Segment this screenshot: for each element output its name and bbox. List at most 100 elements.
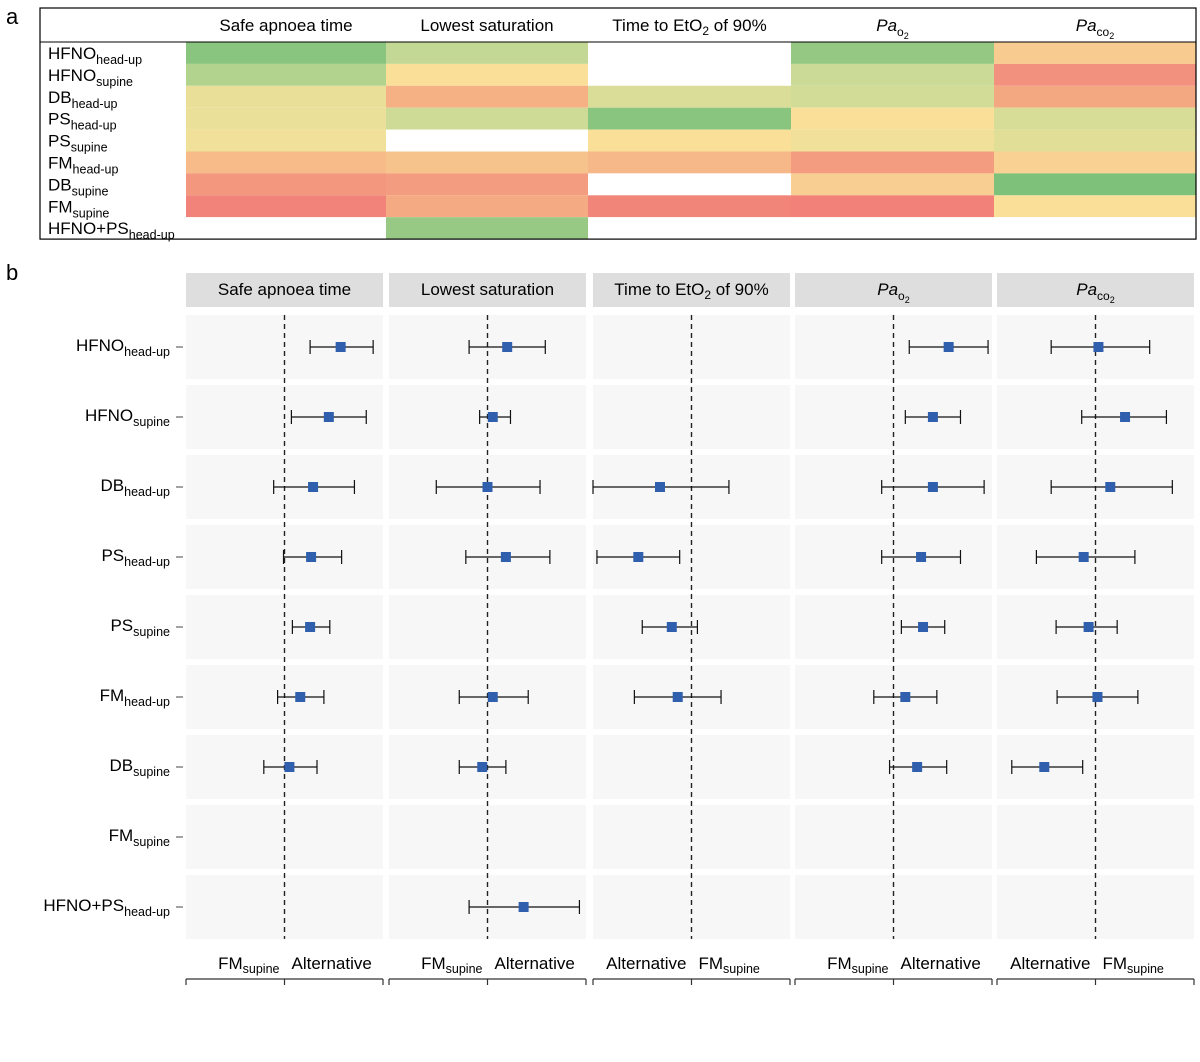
table-cell-ps-head-up-paco2	[994, 107, 1196, 130]
point-estimate-marker	[295, 692, 306, 702]
row-label-fm-supine: FMsupine	[109, 826, 170, 849]
table-cell-ps-head-up-time-to-eto2-of-90	[588, 107, 791, 130]
point-estimate-marker	[518, 902, 529, 912]
table-header-safe-apnoea-time: Safe apnoea time	[219, 16, 352, 35]
row-label-fm-head-up: FMhead-up	[100, 686, 170, 709]
table-cell-ps-supine-time-to-eto2-of-90	[588, 129, 791, 152]
table-cell-hfno-supine-time-to-eto2-of-90	[588, 63, 791, 86]
table-cell-hfno-supine-safe-apnoea-time	[186, 63, 386, 86]
table-cell-hfno-supine-lowest-saturation	[386, 63, 588, 86]
forest-plot: HFNOhead-up HFNOsupine DBhead-up PShead-up P…	[43, 273, 1195, 985]
point-estimate-marker	[918, 622, 929, 632]
favours-left-label: Alternative	[606, 954, 686, 973]
table-cell-fm-head-up-time-to-eto2-of-90	[588, 151, 791, 174]
table-cell-hfno-ps-head-up-lowest-saturation	[386, 217, 588, 240]
table-cell-fm-supine-safe-apnoea-time	[186, 195, 386, 218]
point-estimate-marker	[927, 412, 938, 422]
rank-heatmap-table: Safe apnoea time Lowest saturation Time to…	[39, 7, 1197, 242]
table-cell-fm-head-up-pao2	[791, 151, 994, 174]
table-row-label-ps-head-up: PShead-up	[48, 110, 117, 133]
row-label-db-supine: DBsupine	[110, 756, 171, 779]
facet-strip-pao2	[795, 273, 992, 307]
table-cell-hfno-head-up-pao2	[791, 42, 994, 64]
table-cell-db-supine-lowest-saturation	[386, 173, 588, 196]
point-estimate-marker	[1093, 342, 1104, 352]
table-cell-ps-head-up-pao2	[791, 107, 994, 130]
point-estimate-marker	[912, 762, 923, 772]
table-cell-hfno-supine-paco2	[994, 63, 1196, 86]
table-row-label-db-head-up: DBhead-up	[48, 88, 118, 111]
point-estimate-marker	[323, 412, 334, 422]
table-cell-hfno-ps-head-up-pao2	[791, 217, 994, 240]
point-estimate-marker	[1105, 482, 1116, 492]
table-cell-db-supine-time-to-eto2-of-90	[588, 173, 791, 196]
point-estimate-marker	[1078, 552, 1089, 562]
table-row-label-hfno-head-up: HFNOhead-up	[48, 44, 142, 67]
table-cell-db-supine-safe-apnoea-time	[186, 173, 386, 196]
table-header-time-to-eto2-of-90: Time to EtO2 of 90%	[612, 16, 766, 38]
point-estimate-marker	[487, 692, 498, 702]
table-cell-db-supine-paco2	[994, 173, 1196, 196]
table-cell-hfno-ps-head-up-paco2	[994, 217, 1196, 240]
table-cell-hfno-head-up-lowest-saturation	[386, 42, 588, 64]
table-row-label-db-supine: DBsupine	[48, 175, 109, 198]
table-row-label-ps-supine: PSsupine	[48, 132, 108, 155]
table-cell-fm-head-up-paco2	[994, 151, 1196, 174]
table-cell-fm-supine-lowest-saturation	[386, 195, 588, 218]
facet-title-safe-apnoea-time: Safe apnoea time	[218, 280, 351, 299]
point-estimate-marker	[927, 482, 938, 492]
panel-b-label: b	[6, 260, 18, 285]
favours-right-label: Alternative	[901, 954, 981, 973]
table-cell-db-head-up-lowest-saturation	[386, 85, 588, 108]
table-cell-ps-head-up-lowest-saturation	[386, 107, 588, 130]
facet-strip-safe-apnoea-time	[186, 273, 383, 307]
point-estimate-marker	[633, 552, 644, 562]
table-cell-fm-supine-pao2	[791, 195, 994, 218]
table-cell-db-head-up-pao2	[791, 85, 994, 108]
point-estimate-marker	[1120, 412, 1131, 422]
table-cell-ps-supine-lowest-saturation	[386, 129, 588, 152]
table-cell-ps-supine-paco2	[994, 129, 1196, 152]
favours-left-label: FMsupine	[827, 954, 888, 976]
favours-right-label: FMsupine	[1103, 954, 1164, 976]
facet-title-lowest-saturation: Lowest saturation	[421, 280, 554, 299]
point-estimate-marker	[487, 412, 498, 422]
table-cell-hfno-head-up-safe-apnoea-time	[186, 42, 386, 64]
point-estimate-marker	[943, 342, 954, 352]
point-estimate-marker	[308, 482, 319, 492]
point-estimate-marker	[654, 482, 665, 492]
facet-strip-lowest-saturation	[389, 273, 586, 307]
table-cell-db-head-up-safe-apnoea-time	[186, 85, 386, 108]
point-estimate-marker	[1092, 692, 1103, 702]
point-estimate-marker	[284, 762, 295, 772]
row-label-hfno-head-up: HFNOhead-up	[76, 336, 170, 359]
table-cell-db-supine-pao2	[791, 173, 994, 196]
facet-title-time-to-eto2-of-90: Time to EtO2 of 90%	[614, 280, 768, 302]
row-label-ps-supine: PSsupine	[110, 616, 170, 639]
table-row-label-fm-head-up: FMhead-up	[48, 154, 118, 177]
favours-right-label: Alternative	[292, 954, 372, 973]
point-estimate-marker	[672, 692, 683, 702]
table-cell-ps-head-up-safe-apnoea-time	[186, 107, 386, 130]
table-border	[39, 7, 1197, 240]
point-estimate-marker	[306, 552, 317, 562]
point-estimate-marker	[305, 622, 316, 632]
favours-left-label: Alternative	[1010, 954, 1090, 973]
facet-strip-paco2	[997, 273, 1194, 307]
table-cell-hfno-head-up-time-to-eto2-of-90	[588, 42, 791, 64]
table-cell-ps-supine-pao2	[791, 129, 994, 152]
table-header-paco2: Paco2	[1076, 16, 1115, 41]
table-header-pao2: Pao2	[876, 16, 909, 41]
table-cell-fm-head-up-lowest-saturation	[386, 151, 588, 174]
facet-title-paco2: Paco2	[1076, 280, 1115, 305]
table-cell-fm-head-up-safe-apnoea-time	[186, 151, 386, 174]
panel-a-label: a	[6, 4, 19, 29]
point-estimate-marker	[335, 342, 346, 352]
facet-title-pao2: Pao2	[877, 280, 910, 305]
point-estimate-marker	[916, 552, 927, 562]
row-label-ps-head-up: PShead-up	[101, 546, 170, 569]
point-estimate-marker	[500, 552, 511, 562]
table-header-lowest-saturation: Lowest saturation	[420, 16, 553, 35]
table-row-label-hfno-supine: HFNOsupine	[48, 66, 133, 89]
